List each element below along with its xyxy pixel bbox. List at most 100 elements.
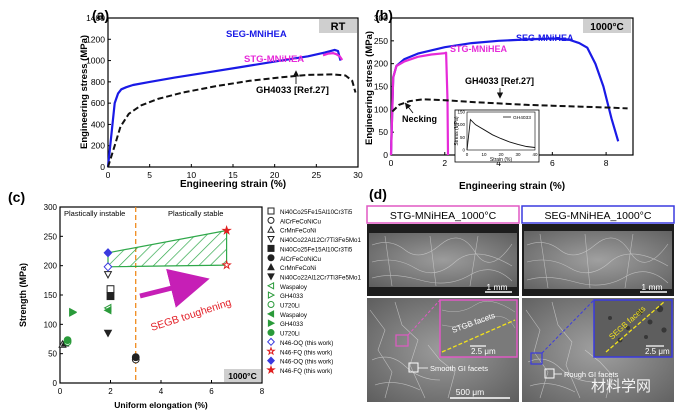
panel-c-xtick-label: 2 <box>108 387 113 396</box>
panel-c-ytick-label: 300 <box>44 203 58 212</box>
panel-d-label: (d) <box>369 186 387 202</box>
panel-b-xlabel: Engineering strain (%) <box>459 181 565 192</box>
panel-c-legend-label-14: N46-OQ (this work) <box>280 340 333 347</box>
panel-c-region-right: Plastically stable <box>168 209 223 218</box>
panel-d-left-title: STG-MNiHEA_1000°C <box>390 210 497 222</box>
panel-c-frame <box>59 206 263 384</box>
panel-c-legend-marker-0 <box>267 207 275 215</box>
panel-b-inset-line <box>466 118 536 151</box>
panel-d-right-gi-box <box>544 368 555 379</box>
panel-d-right-title: SEG-MNiHEA_1000°C <box>545 210 652 222</box>
panel-d-left-inset <box>439 299 518 358</box>
panel-c-toughening-arrow <box>139 268 210 308</box>
panel-d-left-inset-texture <box>441 301 516 329</box>
panel-d-bottom-scale: 500 μm <box>456 387 485 397</box>
panel-b-inset-ylabel: Stress (MPa) <box>454 116 460 146</box>
panel-a: (a) 0 5 10 15 20 25 30 0 200 400 600 800 1000 1200 140… <box>79 7 363 190</box>
panel-a-xtick-label: 25 <box>312 170 322 180</box>
panel-c-xtick-label: 6 <box>209 387 214 396</box>
panel-c-xtick-label: 0 <box>58 387 63 396</box>
panel-b-series-2-line <box>391 98 628 113</box>
panel-b-inset-legend-label: GH4033 <box>513 115 531 121</box>
panel-c-legend-marker-2 <box>267 225 275 233</box>
panel-d-right-roi-box <box>530 352 543 365</box>
panel-c-legend-marker-10 <box>267 301 275 308</box>
panel-b-xtick-label: 0 <box>389 158 394 168</box>
panel-d-right-inset-scale: 2.5 μm <box>645 347 670 356</box>
panel-c-legend-label-0: Ni40Co25Fe15Al10Cr3Ti5 <box>280 209 353 216</box>
panel-a-series-0-line <box>106 48 342 168</box>
panel-a-series <box>106 48 357 168</box>
panel-b-inset-xtick: 30 <box>515 152 521 157</box>
panel-b-ytick-label: 100 <box>374 104 388 114</box>
panel-c-legend-label-5: AlCrFeCoNiCu <box>280 256 321 263</box>
panel-a-xtick-label: 5 <box>147 170 152 180</box>
panel-a-ytick-label: 1400 <box>86 13 105 23</box>
panel-b-xtick-label: 6 <box>550 158 555 168</box>
panel-c-legend-label-2: CrMnFeCoNi <box>280 228 316 235</box>
panel-c-legend: Ni40Co25Fe15Al10Cr3Ti5 AlCrFeCoNiCu CrMnFe… <box>266 207 361 375</box>
panel-c-temp-label: 1000°C <box>228 371 256 381</box>
panel-b-ytick-label: 300 <box>374 13 388 23</box>
panel-d-left-top-scale: 1 mm <box>486 282 507 292</box>
panel-d-right-bottom-texture <box>525 301 613 399</box>
panel-c-hatched-band <box>107 229 228 268</box>
panel-d-left-roi-link <box>407 299 441 336</box>
panel-d-left-title-box <box>366 205 520 224</box>
panel-c-legend-label-9: GH4033 <box>280 293 304 300</box>
panel-a-ytick-label: 1000 <box>86 56 105 66</box>
panel-d-right-top-texture <box>526 233 669 289</box>
panel-b-inset-ytick: 50 <box>460 135 466 140</box>
panel-c-legend-label-16: N46-OQ (this work) <box>280 359 333 366</box>
panel-a-ytick-label: 800 <box>91 77 105 87</box>
panel-b-inset-ytick: 0 <box>462 148 465 153</box>
panel-c-scatter <box>58 224 232 364</box>
panel-a-ytick-label: 1200 <box>86 34 105 44</box>
panel-c-legend-marker-17 <box>266 364 276 374</box>
panel-c: (c) 0 2 4 6 8 0 50 100 150 200 250 300 Plastically … <box>8 189 361 410</box>
panel-a-seg-label: SEG-MNiHEA <box>226 29 287 40</box>
panel-d-left-roi-box <box>395 334 409 347</box>
panel-b-inset-xtick: 0 <box>466 152 469 157</box>
panel-a-rt-box <box>319 19 357 33</box>
panel-c-point-14 <box>103 262 113 272</box>
panel-c-legend-label-4: Ni40Co25Fe15Al10Cr3Ti5 <box>280 246 353 253</box>
panel-c-ticks: 0 2 4 6 8 0 50 100 150 200 250 300 <box>44 203 265 396</box>
panel-c-ytick-label: 200 <box>44 262 58 271</box>
panel-a-label: (a) <box>92 7 109 23</box>
panel-c-legend-label-3: Ni40Co22Al12Cr7Ti3Fe5Mo1 <box>280 237 361 244</box>
panel-d-left-gi-label: Smooth GI facets <box>430 364 488 373</box>
panel-b-inset: 0 10 20 30 40 0 50 100 150 Strain (%) Stress (MPa)… <box>454 110 540 163</box>
panel-c-legend-marker-11-fill <box>268 313 274 317</box>
panel-a-xtick-label: 10 <box>187 170 197 180</box>
panel-c-ylabel: Strength (MPa) <box>18 263 28 327</box>
panel-d-right-top-surface <box>524 231 672 289</box>
panel-a-xtick-label: 0 <box>106 170 111 180</box>
panel-c-xtick-label: 8 <box>260 387 265 396</box>
panel-a-xtick-label: 20 <box>270 170 280 180</box>
panel-c-point-15 <box>221 259 232 270</box>
panel-b-gh-label: GH4033 [Ref.27] <box>465 76 534 86</box>
panel-c-region-left: Plastically instable <box>64 209 125 218</box>
panel-a-rt-label: RT <box>331 21 346 33</box>
panel-c-point-7 <box>103 329 113 338</box>
panel-c-legend-label-17: N46-FQ (this work) <box>280 368 332 375</box>
panel-c-legend-marker-5-fill <box>268 257 274 261</box>
panel-c-ytick-label: 0 <box>53 379 58 388</box>
panel-b-xtick-label: 8 <box>604 158 609 168</box>
panel-a-gh-label: GH4033 [Ref.27] <box>256 85 329 96</box>
panel-a-ytick-label: 600 <box>91 98 105 108</box>
panel-a-ticks: 0 5 10 15 20 25 30 0 200 400 600 800 1000 1200 1400 <box>86 13 363 180</box>
panel-b-ytick-label: 50 <box>379 127 389 137</box>
panel-a-stg-label: STG-MNiHEA <box>244 54 304 65</box>
panel-c-legend-marker-9 <box>267 291 276 299</box>
panel-c-point-3 <box>103 271 113 279</box>
panel-b-ytick-label: 150 <box>374 82 388 92</box>
panel-d-left-inset-boundary <box>441 319 516 353</box>
panel-b-series <box>389 37 628 156</box>
panel-a-ylabel: Engineering stress (MPa) <box>79 35 90 149</box>
panel-b-temp-box <box>583 19 631 33</box>
panel-c-temp-box <box>224 369 261 382</box>
panel-a-xtick-label: 15 <box>228 170 238 180</box>
